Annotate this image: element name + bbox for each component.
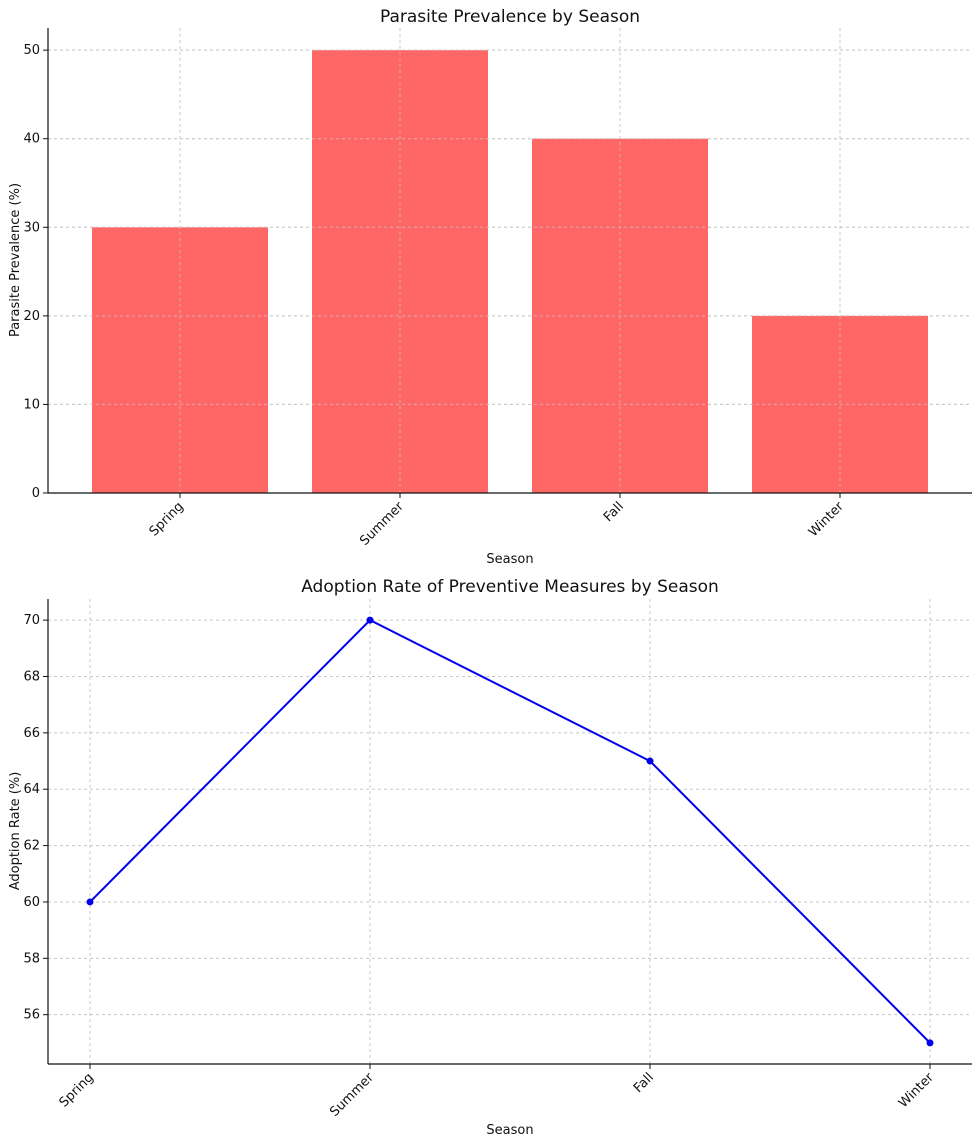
y-tick-label: 50 — [23, 43, 40, 58]
x-axis-label: Season — [486, 552, 533, 567]
series-line-adoption-rate — [89, 618, 931, 1044]
x-tick-label: Spring — [57, 1070, 97, 1110]
grid — [48, 599, 972, 1064]
y-tick-label: 62 — [23, 839, 40, 854]
point-fall — [646, 757, 654, 765]
x-tick-label: Fall — [631, 1070, 657, 1096]
x-tick-label: Winter — [896, 1070, 937, 1111]
point-summer — [366, 616, 374, 624]
bars — [48, 28, 972, 494]
y-axis-label: Parasite Prevalence (%) — [8, 183, 23, 337]
x-axis-label: Season — [486, 1123, 533, 1138]
y-tick-label: 60 — [23, 895, 40, 910]
axes — [43, 28, 972, 498]
series-line — [86, 616, 934, 1047]
axes — [43, 599, 972, 1069]
y-tick-label: 64 — [23, 782, 40, 797]
y-tick-label: 40 — [23, 132, 40, 147]
point-winter — [926, 1039, 934, 1047]
point-spring — [86, 898, 94, 906]
chart-title: Adoption Rate of Preventive Measures by … — [301, 577, 719, 597]
y-tick-label: 20 — [23, 309, 40, 324]
y-tick-label: 70 — [23, 613, 40, 628]
chart-title: Parasite Prevalence by Season — [380, 7, 640, 27]
y-tick-label: 0 — [32, 486, 40, 501]
y-tick-label: 30 — [23, 220, 40, 235]
y-tick-label: 68 — [23, 670, 40, 685]
x-tick-label: Fall — [601, 499, 627, 525]
bar-chart-parasite-prevalence: Parasite Prevalence by Season Season Par… — [8, 7, 972, 567]
y-tick-label: 56 — [23, 1008, 40, 1023]
line-chart-adoption-rate: Adoption Rate of Preventive Measures by … — [8, 577, 972, 1138]
x-tick-label: Winter — [806, 499, 847, 540]
y-axis-label: Adoption Rate (%) — [8, 772, 23, 891]
y-tick-label: 66 — [23, 726, 40, 741]
tick-labels: 56 58 60 62 64 66 68 70 Spring Summer Fall Winter — [23, 613, 937, 1120]
x-tick-label: Summer — [327, 1070, 377, 1120]
x-tick-label: Spring — [147, 499, 187, 539]
y-tick-label: 58 — [23, 951, 40, 966]
y-tick-label: 10 — [23, 397, 40, 412]
x-tick-label: Summer — [357, 499, 407, 549]
